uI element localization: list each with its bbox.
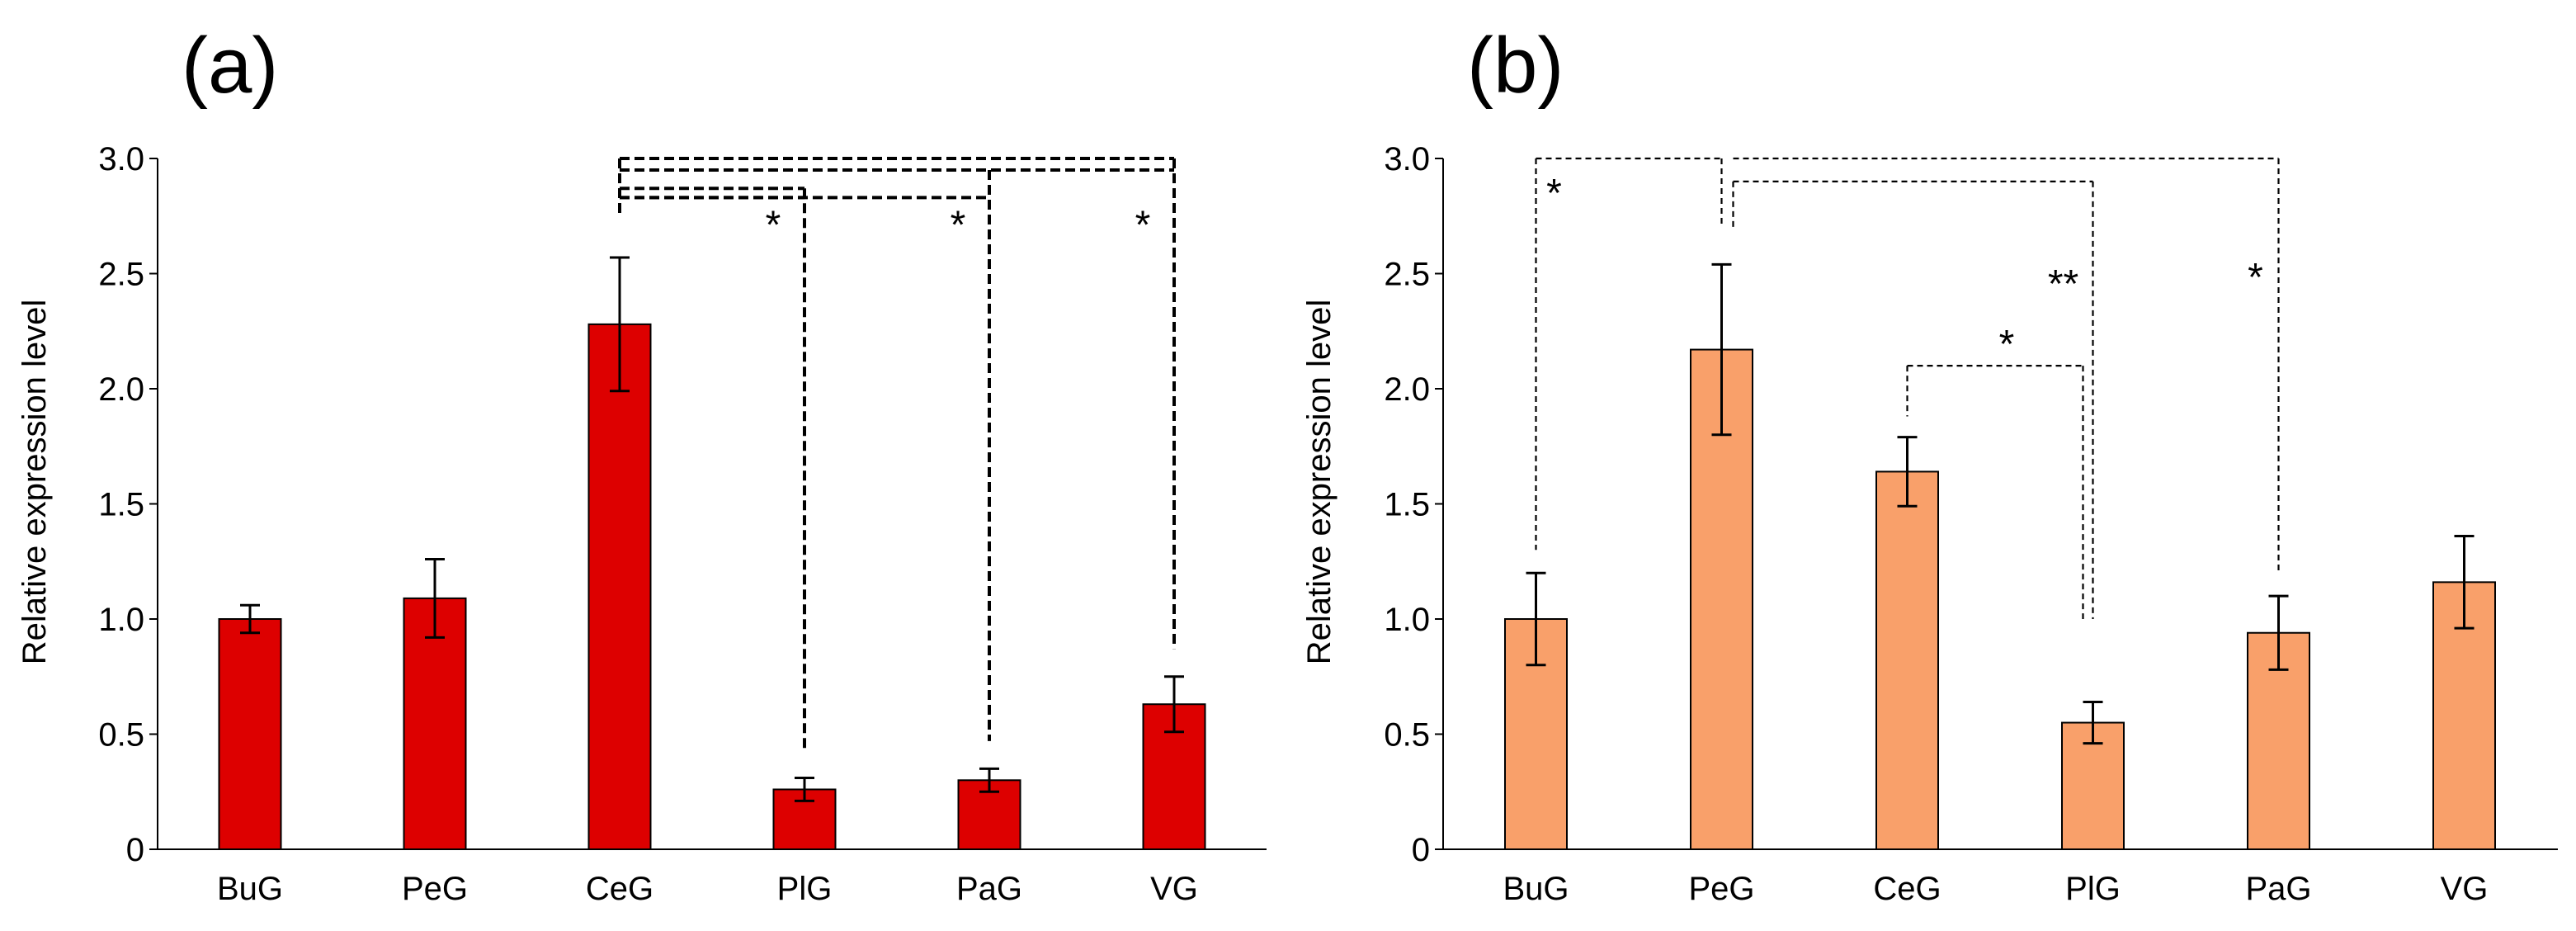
panel-label: (a) xyxy=(182,21,278,110)
y-tick-label: 3.0 xyxy=(98,141,144,177)
x-tick-label: CeG xyxy=(586,871,653,907)
y-tick-label: 0 xyxy=(1412,832,1430,868)
bar-peg xyxy=(403,597,467,850)
significance-label: * xyxy=(766,203,781,247)
bar-ceg xyxy=(1875,470,1939,850)
x-tick-label: VG xyxy=(2441,871,2489,907)
y-tick-label: 2.5 xyxy=(1384,257,1430,293)
x-tick-label: PlG xyxy=(2065,871,2121,907)
significance-label: ** xyxy=(2048,262,2078,306)
x-tick-label: VG xyxy=(1150,871,1198,907)
y-tick-label: 0 xyxy=(126,832,144,868)
x-tick-label: PeG xyxy=(402,871,468,907)
panel-label: (b) xyxy=(1467,21,1564,110)
y-tick-label: 1.5 xyxy=(1384,487,1430,523)
y-axis-label: Relative expression level xyxy=(1301,300,1338,664)
bar-peg xyxy=(1690,348,1753,850)
x-tick-label: PlG xyxy=(777,871,833,907)
panel-a: (a) Relative expression level 0 0.5 1.0 1.5… xyxy=(17,21,1267,907)
significance-label: * xyxy=(2248,256,2263,300)
y-axis-label: Relative expression level xyxy=(17,300,53,664)
significance-label: * xyxy=(1135,203,1151,247)
x-tick-label: PaG xyxy=(2245,871,2311,907)
y-tick-label: 3.0 xyxy=(1384,141,1430,177)
bar-bug xyxy=(218,618,282,850)
bar-ceg xyxy=(587,323,652,850)
x-tick-label: BuG xyxy=(217,871,283,907)
y-tick-label: 2.0 xyxy=(1384,371,1430,408)
y-tick-label: 0.5 xyxy=(98,717,144,754)
significance-label: * xyxy=(1546,172,1562,215)
y-tick-label: 0.5 xyxy=(1384,717,1430,754)
y-tick-label: 2.0 xyxy=(98,371,144,408)
y-tick-label: 1.0 xyxy=(98,602,144,638)
x-tick-label: CeG xyxy=(1873,871,1941,907)
y-tick-label: 2.5 xyxy=(98,257,144,293)
x-tick-label: PeG xyxy=(1688,871,1754,907)
y-tick-label: 1.0 xyxy=(1384,602,1430,638)
x-tick-label: BuG xyxy=(1503,871,1569,907)
significance-label: * xyxy=(951,203,966,247)
significance-label: * xyxy=(1999,323,2015,366)
panel-b: (b) Relative expression level 0 0.5 1.0 1.5… xyxy=(1301,21,2558,907)
y-tick-label: 1.5 xyxy=(98,487,144,523)
x-tick-label: PaG xyxy=(956,871,1022,907)
